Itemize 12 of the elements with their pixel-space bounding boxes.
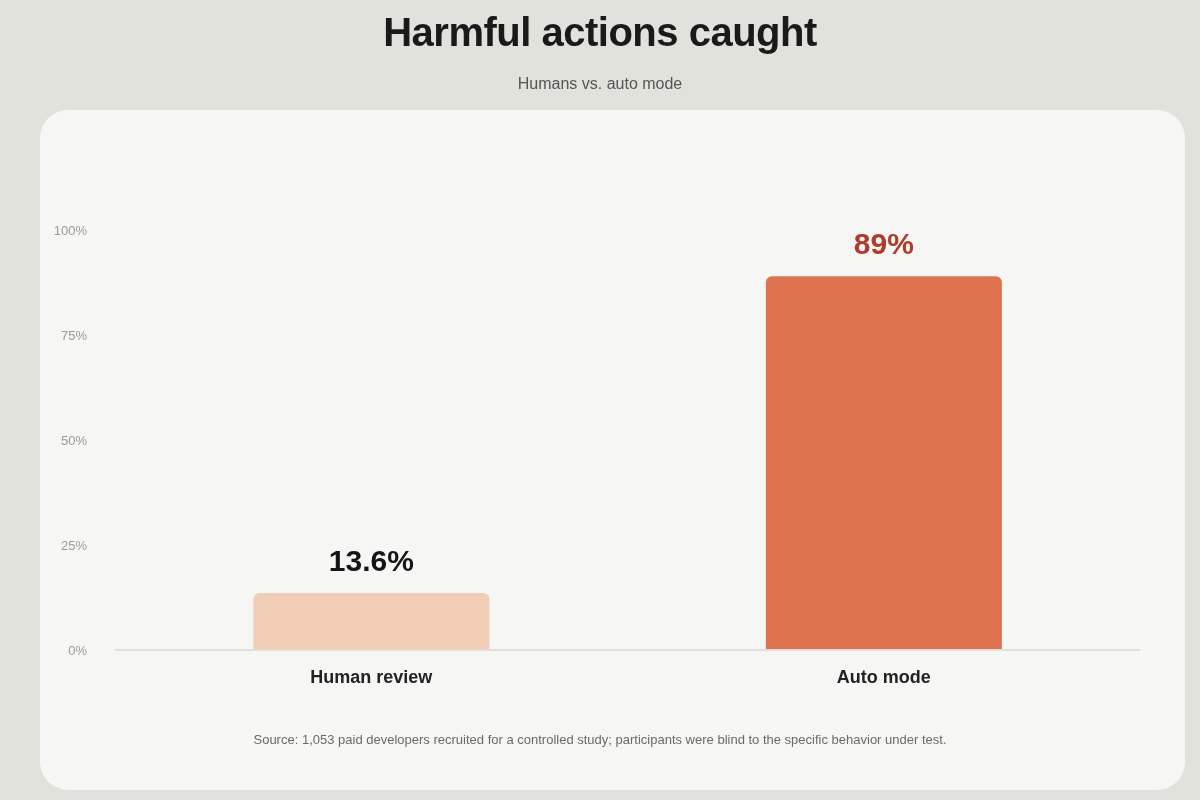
y-tick-label: 100% [53,222,88,238]
y-tick-label: 75% [60,327,88,343]
chart-title: Harmful actions caught [382,10,818,55]
data-label: 13.6% [328,543,414,577]
data-label: 89% [853,227,914,261]
y-tick-label: 25% [60,537,88,553]
chart-subtitle: Humans vs. auto mode [516,75,684,93]
source-note: Source: 1,053 paid developers recruited for a controlled study; participants were blind to the specific behavior under test. [252,732,948,747]
y-tick-label: 50% [60,432,88,448]
x-tick-label: Auto mode [836,666,931,687]
x-tick-label: Human review [310,666,434,687]
y-tick-label: 0% [68,642,88,658]
